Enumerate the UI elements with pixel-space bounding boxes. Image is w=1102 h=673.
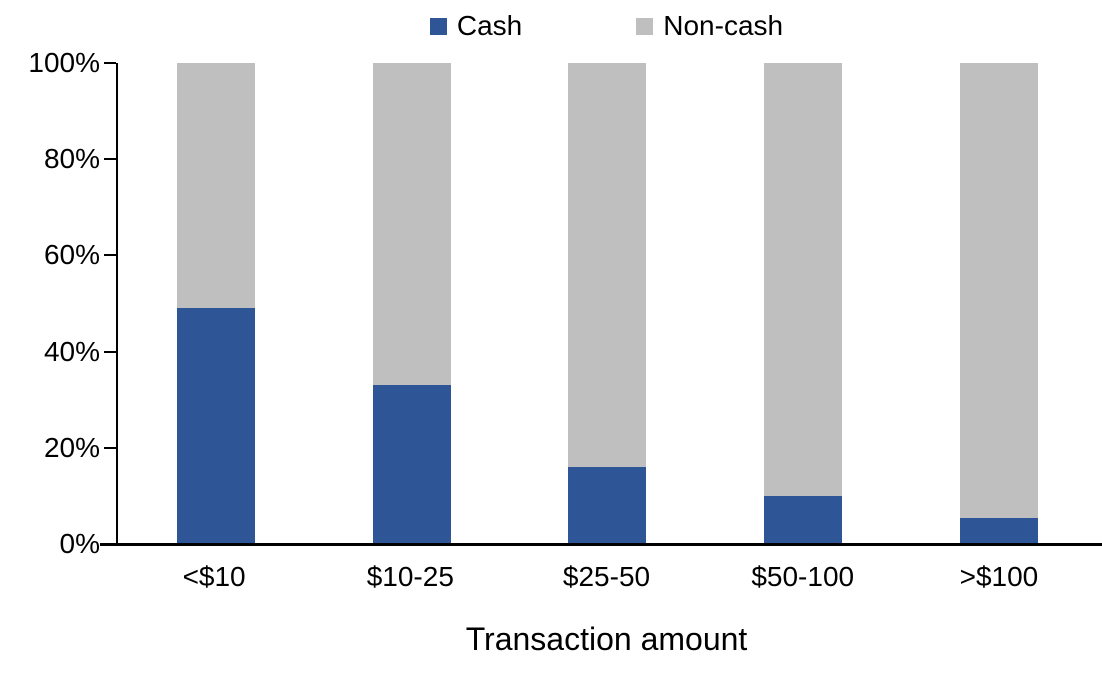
- x-axis-category-label: >$100: [959, 561, 1039, 592]
- stacked-bar-$25-50: [568, 63, 647, 544]
- y-axis-tick-label: 60%: [43, 239, 100, 271]
- bar-slot: [901, 63, 1097, 544]
- bar-segment-non-cash: [176, 63, 255, 309]
- bar-segment-cash: [372, 385, 451, 544]
- y-axis-tick-label: 80%: [43, 143, 100, 175]
- legend-item-non-cash: Non-cash: [636, 9, 783, 43]
- bar-slot: [510, 63, 706, 544]
- x-axis-category-label: $50-100: [751, 561, 855, 592]
- y-axis-tick-label: 20%: [43, 431, 100, 463]
- y-axis-tick-mark: [104, 350, 116, 353]
- stacked-bar-<$10: [176, 63, 255, 544]
- bar-segment-cash: [960, 517, 1039, 544]
- bar-segment-non-cash: [568, 63, 647, 468]
- y-axis-tick-label: 0%: [59, 528, 100, 559]
- x-axis-labels: <$10 $10-25 $25-50 $50-100 >$100: [116, 560, 1097, 594]
- bar-segment-cash: [764, 495, 843, 544]
- non-cash-legend-swatch-icon: [636, 17, 654, 35]
- bar-segment-non-cash: [960, 63, 1039, 518]
- x-axis-title: Transaction amount: [465, 621, 748, 657]
- legend-label-non-cash: Non-cash: [663, 10, 784, 41]
- legend-label-cash: Cash: [456, 10, 523, 41]
- cash-legend-swatch-icon: [429, 17, 447, 35]
- y-axis-tick-label: 100%: [28, 47, 100, 78]
- bar-slot: [118, 63, 314, 544]
- plot-area: [104, 62, 1097, 545]
- x-axis-category-label: $10-25: [366, 561, 454, 592]
- y-axis-tick-mark: [104, 62, 116, 64]
- stacked-bar-$50-100: [764, 63, 843, 544]
- stacked-bar-$10-25: [372, 63, 451, 544]
- x-axis-category-label: $25-50: [562, 561, 651, 592]
- y-axis-tick-mark: [104, 446, 116, 449]
- bar-slot: [314, 63, 510, 544]
- y-axis-tick-label: 40%: [43, 335, 100, 367]
- legend-item-cash: Cash: [429, 9, 523, 43]
- bar-segment-non-cash: [372, 63, 451, 386]
- bars-row: [118, 63, 1097, 544]
- bar-slot: [705, 63, 901, 544]
- x-axis-line: [100, 543, 1102, 546]
- stacked-bar->$100: [960, 63, 1039, 544]
- x-axis-category-label: <$10: [182, 561, 246, 592]
- chart-legend: Cash Non-cash: [116, 6, 1097, 46]
- y-axis-tick-mark: [104, 158, 116, 161]
- bar-segment-non-cash: [764, 63, 843, 496]
- bar-segment-cash: [568, 467, 647, 544]
- bar-segment-cash: [176, 308, 255, 544]
- y-axis-labels: 0% 20% 40% 60% 80% 100%: [0, 49, 100, 558]
- y-axis-tick-mark: [104, 254, 116, 257]
